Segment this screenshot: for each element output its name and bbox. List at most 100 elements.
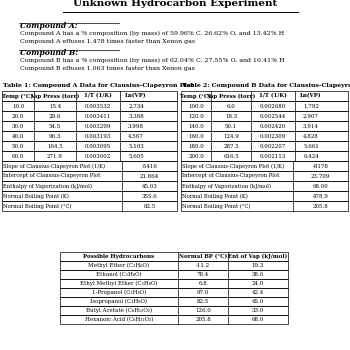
Text: Isopropanol (C₃H₈O): Isopropanol (C₃H₈O) bbox=[91, 299, 147, 304]
Text: Slope of Clausius-Clapeyron Plot (1/K): Slope of Clausius-Clapeyron Plot (1/K) bbox=[3, 163, 105, 169]
Text: 0.002420: 0.002420 bbox=[260, 124, 286, 128]
Text: Normal Boiling Point (°C): Normal Boiling Point (°C) bbox=[3, 203, 71, 209]
Text: 2.907: 2.907 bbox=[303, 113, 319, 119]
Text: 29.6: 29.6 bbox=[49, 113, 61, 119]
Text: 1/T (1/K): 1/T (1/K) bbox=[84, 93, 112, 99]
Bar bbox=[2, 111, 177, 121]
Text: -11.2: -11.2 bbox=[196, 263, 210, 268]
Text: 0.003095: 0.003095 bbox=[85, 144, 111, 148]
Text: 0.003002: 0.003002 bbox=[85, 154, 111, 159]
Text: 200.0: 200.0 bbox=[188, 154, 204, 159]
Text: 42.4: 42.4 bbox=[252, 290, 264, 295]
Text: Compound B:: Compound B: bbox=[20, 49, 78, 57]
Bar bbox=[181, 191, 348, 201]
Bar bbox=[181, 111, 348, 121]
Bar bbox=[181, 131, 348, 141]
Text: Compound B effuses 1.063 times faster than Xenon gas: Compound B effuses 1.063 times faster th… bbox=[20, 66, 195, 71]
Text: 15.4: 15.4 bbox=[49, 104, 61, 108]
Text: Compound A:: Compound A: bbox=[20, 22, 78, 30]
Text: 0.002113: 0.002113 bbox=[260, 154, 286, 159]
Text: 68.00: 68.00 bbox=[313, 183, 328, 189]
Text: 120.0: 120.0 bbox=[188, 113, 204, 119]
Text: 54.5: 54.5 bbox=[49, 124, 61, 128]
Text: Unknown Hydrocarbon Experiment: Unknown Hydrocarbon Experiment bbox=[73, 0, 277, 8]
Bar bbox=[60, 279, 288, 288]
Text: 0.002680: 0.002680 bbox=[260, 104, 286, 108]
Bar bbox=[181, 161, 348, 171]
Text: 6.8: 6.8 bbox=[199, 281, 207, 286]
Text: 24.0: 24.0 bbox=[252, 281, 264, 286]
Bar bbox=[181, 201, 348, 211]
Text: 18.3: 18.3 bbox=[225, 113, 237, 119]
Text: 1/T (1/K): 1/T (1/K) bbox=[259, 93, 287, 99]
Text: 38.6: 38.6 bbox=[252, 272, 264, 277]
Text: 6.424: 6.424 bbox=[303, 154, 319, 159]
Text: 4.567: 4.567 bbox=[128, 133, 144, 139]
Text: 0.002544: 0.002544 bbox=[260, 113, 286, 119]
Text: Temp (°C): Temp (°C) bbox=[181, 93, 211, 99]
Text: Ethanol (C₂H₆O): Ethanol (C₂H₆O) bbox=[96, 272, 142, 277]
Text: Temp (°C): Temp (°C) bbox=[2, 93, 34, 99]
Text: 5.605: 5.605 bbox=[128, 154, 144, 159]
Text: 100.0: 100.0 bbox=[188, 104, 204, 108]
Text: Slope of Clausius-Clapeyron Plot (1/K): Slope of Clausius-Clapeyron Plot (1/K) bbox=[182, 163, 284, 169]
Text: Normal BP (°C): Normal BP (°C) bbox=[179, 254, 227, 259]
Bar bbox=[181, 101, 348, 111]
Bar bbox=[2, 131, 177, 141]
Text: 180.0: 180.0 bbox=[188, 144, 204, 148]
Text: 160.0: 160.0 bbox=[188, 133, 204, 139]
Bar bbox=[181, 121, 348, 131]
Text: 23.709: 23.709 bbox=[311, 174, 330, 178]
Bar bbox=[60, 315, 288, 324]
Bar bbox=[181, 151, 348, 161]
Bar bbox=[2, 171, 177, 181]
Text: Ethyl Methyl Ether (C₃H₈O): Ethyl Methyl Ether (C₃H₈O) bbox=[80, 281, 158, 286]
Text: 287.5: 287.5 bbox=[223, 144, 239, 148]
Text: Intercept of Clausius-Clapeyron Plot: Intercept of Clausius-Clapeyron Plot bbox=[182, 174, 279, 178]
Bar bbox=[181, 141, 348, 151]
Text: 45.03: 45.03 bbox=[142, 183, 158, 189]
Text: 50.0: 50.0 bbox=[12, 144, 24, 148]
Text: 205.8: 205.8 bbox=[195, 317, 211, 322]
Text: 355.6: 355.6 bbox=[142, 194, 158, 198]
Text: 96.3: 96.3 bbox=[49, 133, 61, 139]
Text: Vap Press (torr): Vap Press (torr) bbox=[206, 93, 256, 99]
Text: -8178: -8178 bbox=[313, 163, 328, 168]
Text: 478.9: 478.9 bbox=[313, 194, 328, 198]
Text: 5.103: 5.103 bbox=[128, 144, 144, 148]
Text: 0.003411: 0.003411 bbox=[85, 113, 111, 119]
Text: 78.4: 78.4 bbox=[197, 272, 209, 277]
Text: 271.9: 271.9 bbox=[47, 154, 63, 159]
Text: Enthalpy of Vaporization (kJ/mol): Enthalpy of Vaporization (kJ/mol) bbox=[182, 183, 271, 189]
Text: 30.0: 30.0 bbox=[12, 124, 24, 128]
Text: Methyl Ether (C₂H₆O): Methyl Ether (C₂H₆O) bbox=[89, 263, 149, 268]
Bar bbox=[181, 91, 348, 101]
Bar bbox=[181, 171, 348, 181]
Bar bbox=[2, 151, 177, 161]
Bar bbox=[60, 261, 288, 270]
Text: Table 2: Compound B Data for Clausius-Clapeyron Plot: Table 2: Compound B Data for Clausius-Cl… bbox=[182, 83, 350, 88]
Text: Intercept of Clausius-Clapeyron Plot: Intercept of Clausius-Clapeyron Plot bbox=[3, 174, 100, 178]
Text: Hexanoic Acid (C₆H₁₂O₂): Hexanoic Acid (C₆H₁₂O₂) bbox=[85, 317, 153, 322]
Bar bbox=[2, 191, 177, 201]
Text: 616.5: 616.5 bbox=[223, 154, 239, 159]
Text: Ln(VP): Ln(VP) bbox=[125, 93, 147, 99]
Text: 20.0: 20.0 bbox=[12, 113, 24, 119]
Bar bbox=[60, 306, 288, 315]
Bar bbox=[2, 141, 177, 151]
Text: 126.0: 126.0 bbox=[195, 308, 211, 313]
Bar bbox=[60, 270, 288, 279]
Text: Table 1: Compound A Data for Clausius-Clapeyron Plot: Table 1: Compound A Data for Clausius-Cl… bbox=[3, 83, 194, 88]
Text: Compound A has a % composition (by mass) of 59.96% C, 26.62% O, and 13.42% H: Compound A has a % composition (by mass)… bbox=[20, 31, 284, 36]
Text: 1.792: 1.792 bbox=[303, 104, 319, 108]
Text: Butyl Acetate (C₆H₁₂O₂): Butyl Acetate (C₆H₁₂O₂) bbox=[86, 308, 152, 313]
Text: Normal Boiling Point (K): Normal Boiling Point (K) bbox=[3, 193, 69, 199]
Text: 3.388: 3.388 bbox=[128, 113, 144, 119]
Text: Ln(VP): Ln(VP) bbox=[300, 93, 322, 99]
Text: 40.0: 40.0 bbox=[12, 133, 24, 139]
Text: Possible Hydrocarbons: Possible Hydrocarbons bbox=[83, 254, 155, 259]
Text: 10.0: 10.0 bbox=[12, 104, 24, 108]
Text: 3.998: 3.998 bbox=[128, 124, 144, 128]
Text: Vap Press (torr): Vap Press (torr) bbox=[30, 93, 80, 99]
Bar bbox=[2, 181, 177, 191]
